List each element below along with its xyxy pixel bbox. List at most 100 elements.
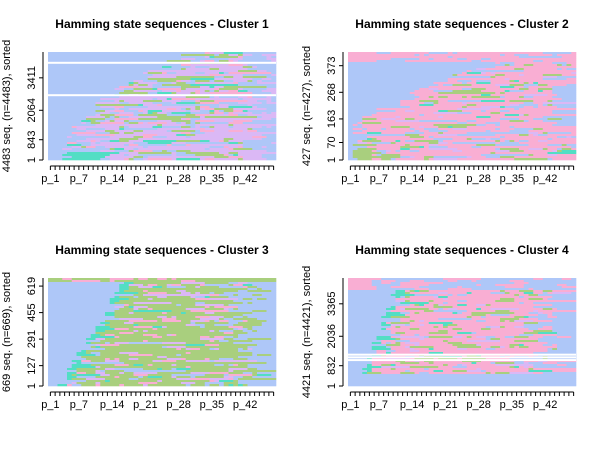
state-segment <box>48 96 120 99</box>
state-segment <box>395 298 444 301</box>
state-segment <box>428 348 434 351</box>
sequence-row <box>48 374 277 377</box>
y-tick-label: 268 <box>326 83 338 101</box>
sequence-row <box>48 158 277 161</box>
state-segment <box>471 112 491 115</box>
state-segment <box>105 120 111 123</box>
state-segment <box>62 158 101 161</box>
state-segment <box>476 344 482 347</box>
state-segment <box>114 368 144 371</box>
state-segment <box>386 322 392 325</box>
state-segment <box>190 322 196 325</box>
state-segment <box>147 306 206 309</box>
state-segment <box>348 54 415 57</box>
state-segment <box>542 278 563 281</box>
state-segment <box>395 158 425 161</box>
state-segment <box>348 340 382 343</box>
y-tick-label: 70 <box>326 136 338 148</box>
state-segment <box>509 104 520 107</box>
state-segment <box>266 76 277 79</box>
sequence-row <box>348 380 577 383</box>
state-segment <box>48 98 101 101</box>
state-segment <box>514 336 529 339</box>
state-segment <box>552 86 577 89</box>
state-segment <box>528 282 577 285</box>
state-segment <box>128 102 153 105</box>
state-segment <box>390 346 406 349</box>
state-segment <box>247 130 258 133</box>
state-segment <box>242 140 277 143</box>
state-segment <box>147 76 177 79</box>
state-segment <box>185 144 191 147</box>
state-segment <box>257 298 267 301</box>
state-segment <box>409 128 415 131</box>
state-segment <box>348 92 411 95</box>
state-segment <box>71 280 101 283</box>
state-segment <box>242 298 253 301</box>
state-segment <box>157 112 168 115</box>
state-segment <box>424 304 434 307</box>
state-segment <box>381 158 392 161</box>
state-segment <box>185 348 191 351</box>
state-segment <box>476 308 482 311</box>
sequence-row <box>348 370 577 373</box>
state-segment <box>552 110 577 113</box>
state-segment <box>414 334 420 337</box>
state-segment <box>209 110 215 113</box>
state-segment <box>143 112 149 115</box>
state-segment <box>504 64 510 67</box>
state-segment <box>490 116 544 119</box>
state-segment <box>395 118 406 121</box>
state-segment <box>247 114 277 117</box>
state-segment <box>348 280 373 283</box>
sequence-row <box>348 340 577 343</box>
state-segment <box>67 376 77 379</box>
state-segment <box>214 54 220 57</box>
state-segment <box>357 158 373 161</box>
state-segment <box>557 362 577 365</box>
state-segment <box>223 308 229 311</box>
state-segment <box>266 126 272 129</box>
state-segment <box>428 136 434 139</box>
state-segment <box>252 354 258 357</box>
state-segment <box>228 54 239 57</box>
state-segment <box>452 150 463 153</box>
state-segment <box>348 140 358 143</box>
state-segment <box>419 146 425 149</box>
sequence-row <box>48 58 277 61</box>
state-segment <box>176 348 182 351</box>
state-segment <box>200 292 210 295</box>
state-segment <box>528 294 539 297</box>
y-tick-label: 843 <box>26 131 38 149</box>
state-segment <box>252 128 277 131</box>
state-segment <box>500 318 520 321</box>
state-segment <box>105 312 115 315</box>
state-segment <box>433 348 458 351</box>
sequence-row <box>348 92 577 95</box>
state-segment <box>447 142 453 145</box>
state-segment <box>162 66 172 69</box>
state-segment <box>152 354 177 357</box>
state-segment <box>247 128 253 131</box>
state-segment <box>395 326 401 329</box>
state-segment <box>200 158 206 161</box>
state-segment <box>485 370 529 373</box>
state-segment <box>114 364 130 367</box>
state-segment <box>181 118 187 121</box>
state-segment <box>119 358 130 361</box>
state-segment <box>252 120 277 123</box>
state-segment <box>200 348 210 351</box>
state-segment <box>90 120 96 123</box>
state-segment <box>233 384 239 387</box>
state-segment <box>157 134 177 137</box>
state-segment <box>152 326 163 329</box>
state-segment <box>519 114 525 117</box>
state-segment <box>500 298 515 301</box>
sequence-row <box>348 94 577 97</box>
state-segment <box>252 92 272 95</box>
state-segment <box>143 384 149 387</box>
sequence-row <box>48 302 277 305</box>
state-segment <box>185 358 206 361</box>
state-segment <box>552 96 577 99</box>
